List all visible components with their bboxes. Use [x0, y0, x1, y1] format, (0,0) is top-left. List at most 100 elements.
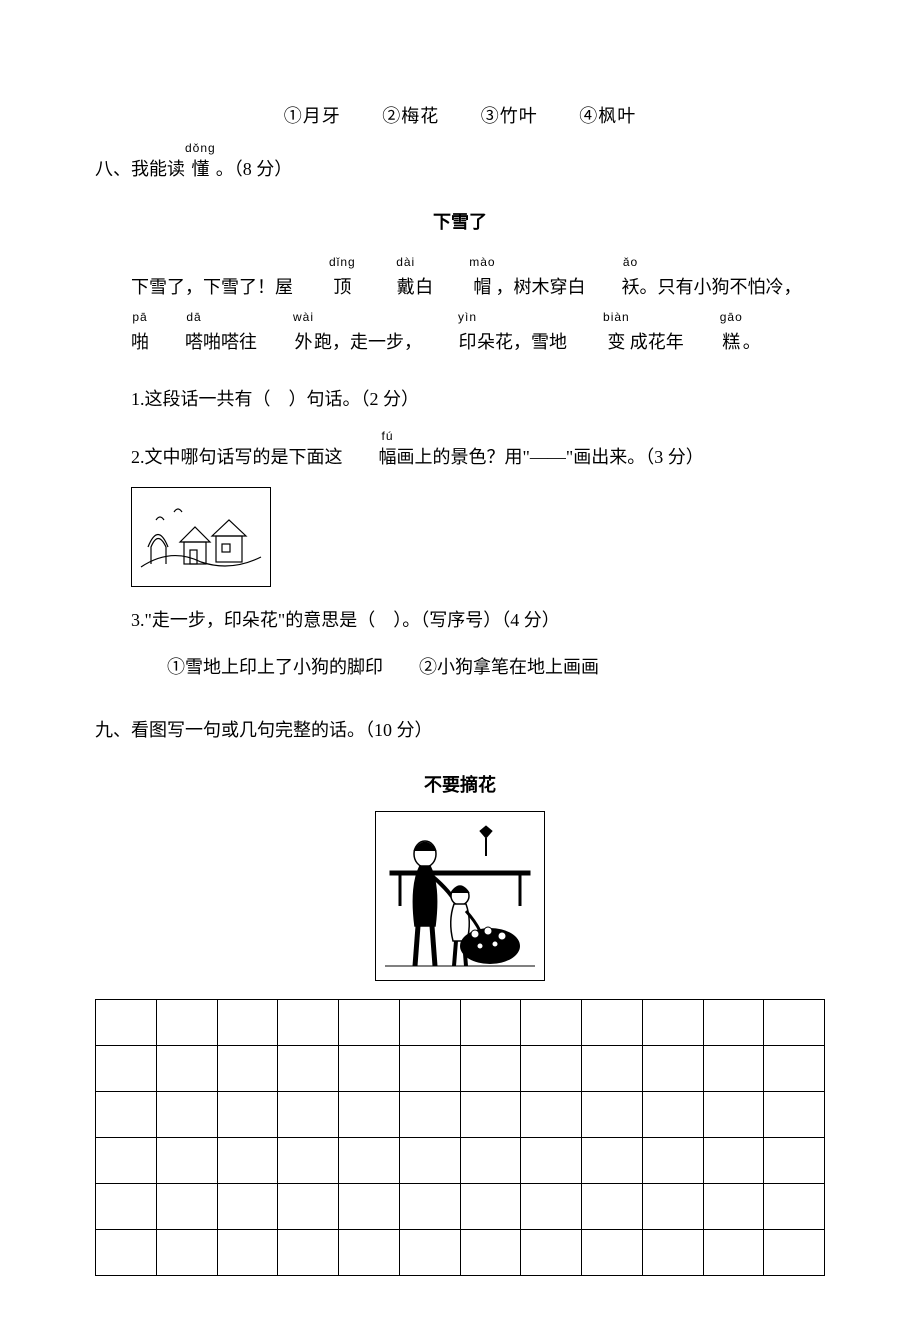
ruby-word: dǐng顶: [293, 256, 356, 311]
writing-cell[interactable]: [96, 1184, 157, 1230]
writing-cell[interactable]: [764, 1000, 825, 1046]
writing-cell[interactable]: [764, 1046, 825, 1092]
ruby-word: yìn印: [422, 311, 477, 366]
writing-cell[interactable]: [703, 1092, 764, 1138]
writing-cell[interactable]: [339, 1046, 400, 1092]
writing-cell[interactable]: [764, 1184, 825, 1230]
writing-cell[interactable]: [96, 1092, 157, 1138]
writing-cell[interactable]: [278, 1138, 339, 1184]
snow-village-icon: [136, 492, 266, 582]
writing-cell[interactable]: [399, 1092, 460, 1138]
writing-cell[interactable]: [399, 1138, 460, 1184]
writing-cell[interactable]: [521, 1230, 582, 1276]
reading-passage: 下雪了，下雪了！屋dǐng顶 dài戴白mào帽，树木穿白ǎo袄。只有小狗不怕冷…: [95, 256, 825, 366]
writing-cell[interactable]: [460, 1184, 521, 1230]
writing-cell[interactable]: [217, 1000, 278, 1046]
ruby-word: dā嗒: [149, 311, 203, 366]
heading-ruby: dǒng懂: [185, 142, 216, 190]
writing-cell[interactable]: [521, 1000, 582, 1046]
illustration-1-wrap: [131, 487, 825, 587]
writing-cell[interactable]: [703, 1138, 764, 1184]
writing-cell[interactable]: [582, 1230, 643, 1276]
question-3: 3."走一步，印朵花"的意思是（ ）。（写序号）（4 分）: [95, 601, 825, 641]
writing-cell[interactable]: [399, 1046, 460, 1092]
writing-cell[interactable]: [278, 1230, 339, 1276]
q2-ruby: fú幅: [343, 430, 397, 478]
reading-title: 下雪了: [95, 206, 825, 238]
writing-cell[interactable]: [339, 1184, 400, 1230]
writing-cell[interactable]: [217, 1046, 278, 1092]
writing-cell[interactable]: [217, 1138, 278, 1184]
heading-prefix: 八、我能读: [95, 159, 185, 179]
writing-cell[interactable]: [642, 1092, 703, 1138]
writing-cell[interactable]: [156, 1000, 217, 1046]
writing-cell[interactable]: [278, 1000, 339, 1046]
section-9-text: 九、看图写一句或几句完整的话。（10 分）: [95, 720, 433, 740]
q2-prefix: 2.文中哪句话写的是下面这: [131, 447, 343, 467]
writing-cell[interactable]: [156, 1138, 217, 1184]
writing-cell[interactable]: [399, 1230, 460, 1276]
writing-cell[interactable]: [582, 1138, 643, 1184]
writing-cell[interactable]: [703, 1046, 764, 1092]
tiny-marker: [433, 737, 437, 741]
writing-cell[interactable]: [764, 1092, 825, 1138]
writing-cell[interactable]: [217, 1092, 278, 1138]
writing-cell[interactable]: [217, 1230, 278, 1276]
writing-cell[interactable]: [642, 1230, 703, 1276]
writing-cell[interactable]: [278, 1092, 339, 1138]
writing-cell[interactable]: [642, 1138, 703, 1184]
writing-cell[interactable]: [642, 1000, 703, 1046]
writing-cell[interactable]: [339, 1092, 400, 1138]
writing-cell[interactable]: [96, 1230, 157, 1276]
writing-cell[interactable]: [339, 1138, 400, 1184]
writing-cell[interactable]: [339, 1000, 400, 1046]
heading-suffix: 。（8 分）: [216, 159, 293, 179]
writing-cell[interactable]: [642, 1184, 703, 1230]
writing-cell[interactable]: [582, 1092, 643, 1138]
writing-cell[interactable]: [521, 1092, 582, 1138]
writing-cell[interactable]: [582, 1000, 643, 1046]
writing-cell[interactable]: [460, 1092, 521, 1138]
writing-cell[interactable]: [764, 1138, 825, 1184]
writing-cell[interactable]: [764, 1230, 825, 1276]
writing-cell[interactable]: [278, 1184, 339, 1230]
writing-cell[interactable]: [521, 1046, 582, 1092]
writing-cell[interactable]: [399, 1000, 460, 1046]
writing-cell[interactable]: [582, 1046, 643, 1092]
writing-cell[interactable]: [703, 1230, 764, 1276]
writing-cell[interactable]: [156, 1046, 217, 1092]
writing-cell[interactable]: [460, 1000, 521, 1046]
ruby-word: ǎo袄: [586, 256, 640, 311]
ruby-word: dài戴: [360, 256, 415, 311]
section-8-heading: 八、我能读dǒng懂。（8 分）: [95, 142, 825, 190]
writing-cell[interactable]: [339, 1230, 400, 1276]
writing-cell[interactable]: [217, 1184, 278, 1230]
writing-cell[interactable]: [642, 1046, 703, 1092]
writing-cell[interactable]: [460, 1138, 521, 1184]
question-3-options: ①雪地上印上了小狗的脚印 ②小狗拿笔在地上画画: [95, 651, 825, 683]
choice-1: ①月牙: [284, 106, 341, 126]
question-1: 1.这段话一共有（ ）句话。（2 分）: [95, 380, 825, 420]
writing-cell[interactable]: [278, 1046, 339, 1092]
writing-cell[interactable]: [703, 1184, 764, 1230]
writing-cell[interactable]: [156, 1184, 217, 1230]
ruby-word: biàn变: [567, 311, 630, 366]
composition-title: 不要摘花: [95, 769, 825, 801]
q2-suffix: 画上的景色？用"——"画出来。（3 分）: [397, 447, 704, 467]
writing-cell[interactable]: [703, 1000, 764, 1046]
writing-cell[interactable]: [156, 1230, 217, 1276]
writing-cell[interactable]: [399, 1184, 460, 1230]
writing-cell[interactable]: [582, 1184, 643, 1230]
writing-cell[interactable]: [521, 1184, 582, 1230]
writing-cell[interactable]: [460, 1230, 521, 1276]
writing-cell[interactable]: [156, 1092, 217, 1138]
section-9-heading: 九、看图写一句或几句完整的话。（10 分）: [95, 711, 825, 751]
choice-2: ②梅花: [382, 106, 439, 126]
illustration-1-frame: [131, 487, 271, 587]
writing-grid[interactable]: [95, 999, 825, 1276]
writing-cell[interactable]: [96, 1000, 157, 1046]
writing-cell[interactable]: [96, 1046, 157, 1092]
writing-cell[interactable]: [96, 1138, 157, 1184]
writing-cell[interactable]: [460, 1046, 521, 1092]
writing-cell[interactable]: [521, 1138, 582, 1184]
